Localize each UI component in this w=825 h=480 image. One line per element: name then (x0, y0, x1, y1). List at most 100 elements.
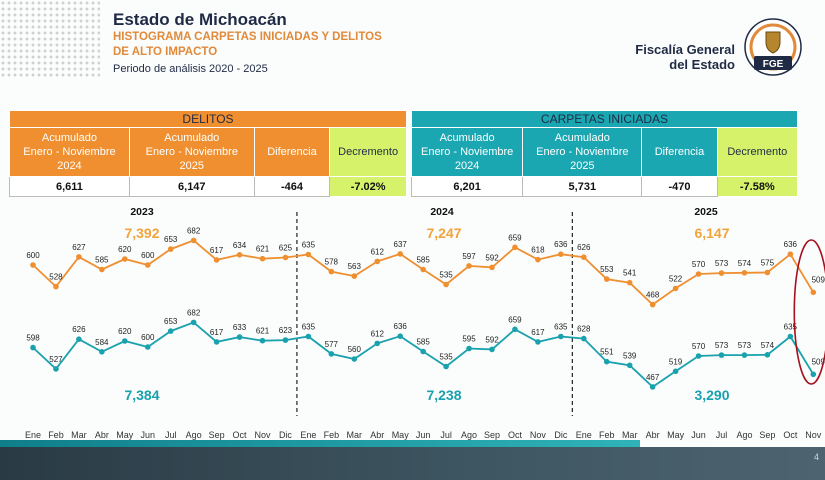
carpetas-point (236, 334, 243, 340)
delitos-point (741, 270, 748, 276)
month-tick-label: Feb (48, 430, 64, 440)
delitos-data-label: 535 (439, 271, 453, 280)
header: Estado de Michoacán HISTOGRAMA CARPETAS … (113, 10, 382, 75)
carpetas-point (374, 340, 381, 347)
month-tick-label: Oct (233, 430, 248, 440)
carpetas-value-2025: 5,731 (522, 176, 643, 197)
analysis-period: Periodo de análisis 2020 - 2025 (113, 63, 268, 75)
delitos-data-label: 553 (600, 265, 614, 274)
carpetas-summary-table: CARPETAS INICIADAS Acumulado Enero - Novi… (410, 110, 799, 197)
delitos-year-total-2025: 6,147 (694, 225, 729, 241)
month-tick-label: Nov (530, 430, 547, 440)
delitos-point (466, 263, 472, 269)
month-tick-label: May (392, 430, 410, 440)
carpetas-data-label: 682 (187, 308, 201, 317)
delitos-trend-header: Decremento (329, 127, 407, 177)
month-tick-label: Mar (622, 430, 638, 440)
delitos-year-total-2024: 7,247 (426, 225, 461, 241)
delitos-data-label: 563 (348, 262, 362, 271)
month-tick-label: Jun (691, 430, 706, 440)
delitos-point (144, 262, 151, 268)
carpetas-data-label: 600 (141, 333, 155, 342)
delitos-point (30, 262, 36, 268)
delitos-point (695, 271, 702, 277)
delitos-data-label: 635 (302, 241, 316, 250)
carpetas-data-label: 560 (348, 345, 362, 354)
carpetas-data-label: 539 (623, 351, 637, 360)
carpetas-point (328, 351, 335, 357)
month-tick-label: Ene (576, 430, 592, 440)
delitos-data-label: 509 (812, 275, 825, 284)
carpetas-point (581, 335, 587, 342)
carpetas-point (741, 352, 748, 358)
delitos-point (190, 237, 197, 244)
month-tick-label: Mar (71, 430, 87, 440)
carpetas-data-label: 620 (118, 327, 132, 336)
carpetas-data-label: 519 (669, 357, 683, 366)
month-tick-label: Dic (279, 430, 292, 440)
carpetas-data-label: 592 (485, 335, 499, 344)
month-tick-label: Feb (599, 430, 615, 440)
carpetas-difference: -470 (641, 176, 718, 197)
carpetas-point (649, 384, 656, 390)
delitos-data-label: 541 (623, 269, 637, 278)
delitos-point (374, 258, 381, 265)
month-tick-label: Ene (25, 430, 41, 440)
carpetas-data-label: 617 (210, 328, 224, 337)
carpetas-col-2025: Acumulado Enero - Noviembre 2025 (522, 127, 643, 177)
carpetas-data-label: 612 (371, 329, 385, 338)
page-number: 4 (813, 452, 819, 462)
carpetas-point (282, 337, 289, 343)
year-label-2023: 2023 (130, 206, 154, 218)
delitos-point (764, 269, 771, 276)
delitos-point (351, 273, 358, 279)
carpetas-point (489, 346, 495, 353)
carpetas-data-label: 577 (325, 340, 339, 349)
carpetas-point (213, 339, 220, 345)
month-tick-label: Abr (646, 430, 660, 440)
carpetas-point (810, 371, 817, 378)
delitos-data-label: 578 (325, 258, 339, 267)
delitos-data-label: 618 (531, 246, 545, 255)
month-tick-label: Feb (324, 430, 340, 440)
month-tick-label: Abr (370, 430, 384, 440)
carpetas-data-label: 584 (95, 338, 109, 347)
carpetas-point (695, 353, 702, 359)
carpetas-data-label: 626 (72, 325, 86, 334)
carpetas-data-label: 535 (439, 353, 453, 362)
delitos-point (810, 289, 817, 296)
delitos-data-label: 468 (646, 291, 660, 300)
delitos-data-label: 621 (256, 245, 270, 254)
month-tick-label: Jun (140, 430, 155, 440)
month-tick-label: May (667, 430, 685, 440)
month-tick-label: Oct (783, 430, 798, 440)
delitos-point (167, 246, 174, 252)
delitos-data-label: 637 (394, 240, 408, 249)
month-tick-label: May (116, 430, 134, 440)
carpetas-value-2024: 6,201 (410, 176, 524, 197)
delitos-point (512, 244, 518, 251)
delitos-point (581, 254, 587, 260)
svg-text:FGE: FGE (763, 59, 784, 70)
carpetas-table-title: CARPETAS INICIADAS (411, 110, 798, 128)
carpetas-point (144, 344, 151, 350)
subtitle-line2: DE ALTO IMPACTO (113, 46, 218, 58)
carpetas-point (122, 338, 128, 344)
month-tick-label: Mar (347, 430, 363, 440)
delitos-point (626, 279, 633, 286)
carpetas-data-label: 621 (256, 327, 270, 336)
carpetas-data-label: 574 (761, 341, 775, 350)
carpetas-data-label: 628 (577, 325, 591, 334)
carpetas-data-label: 595 (462, 335, 476, 344)
carpetas-year-total-2023: 7,384 (124, 387, 159, 403)
month-tick-label: Ago (461, 430, 477, 440)
delitos-point (236, 252, 243, 258)
delitos-data-label: 585 (416, 256, 430, 265)
carpetas-point (603, 358, 610, 365)
footer-bar (0, 447, 825, 480)
carpetas-point (420, 348, 426, 355)
delitos-point (649, 301, 656, 308)
carpetas-data-label: 570 (692, 342, 706, 351)
month-tick-label: Ene (300, 430, 316, 440)
carpetas-trend-header: Decremento (716, 127, 799, 177)
